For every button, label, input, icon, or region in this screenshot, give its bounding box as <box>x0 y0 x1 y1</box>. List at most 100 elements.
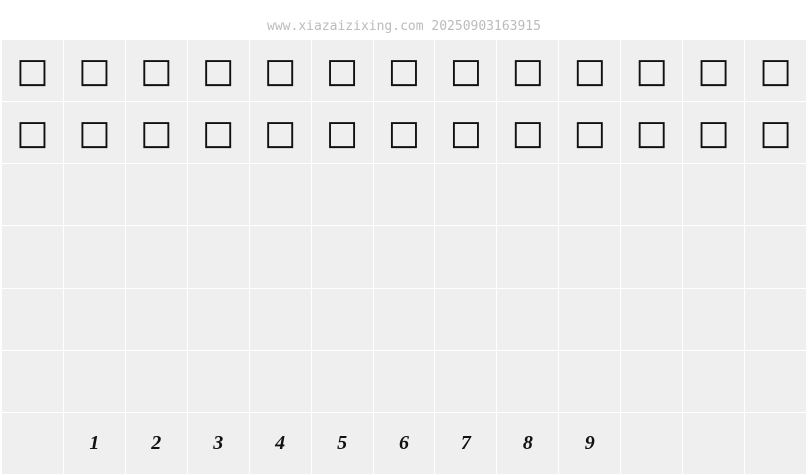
glyph: □ <box>387 112 421 153</box>
grid-cell <box>249 350 311 412</box>
grid-cell: □ <box>373 102 435 164</box>
glyph: □ <box>573 50 606 91</box>
grid-cell: □ <box>497 40 559 102</box>
grid-cell <box>311 350 373 412</box>
grid-cell <box>745 164 806 226</box>
grid-cell: 4 <box>249 412 311 474</box>
grid-cell <box>373 226 435 288</box>
grid-cell <box>745 350 806 412</box>
grid-cell <box>249 164 311 226</box>
grid-cell <box>63 350 125 412</box>
grid-cell <box>497 288 559 350</box>
grid-cell: □ <box>497 102 559 164</box>
grid-cell: □ <box>745 40 806 102</box>
glyph: □ <box>264 50 297 91</box>
glyph: □ <box>326 112 359 153</box>
grid-cell: □ <box>187 102 249 164</box>
glyph-grid: □ □ □ □ □ □ □ □ □ □ □ □ □ □ □ □ □ □ □ □ □ □ □ □ □ □ 1 2 3 4 5 6 7 8 9 <box>2 40 806 474</box>
glyph: □ <box>202 112 235 153</box>
grid-cell <box>187 288 249 350</box>
grid-cell <box>63 226 125 288</box>
glyph: □ <box>511 112 544 153</box>
grid-cell <box>621 350 683 412</box>
grid-cell: 2 <box>125 412 187 474</box>
grid-cell <box>2 164 63 226</box>
grid-cell: □ <box>559 102 621 164</box>
glyph: 7 <box>460 431 471 454</box>
grid-cell <box>311 164 373 226</box>
grid-cell <box>559 226 621 288</box>
glyph: 1 <box>89 431 100 454</box>
grid-cell <box>311 288 373 350</box>
grid-cell <box>683 412 745 474</box>
grid-cell <box>125 226 187 288</box>
grid-cell: □ <box>125 102 187 164</box>
grid-cell <box>435 164 497 226</box>
grid-cell: 1 <box>63 412 125 474</box>
glyph: □ <box>511 50 544 91</box>
glyph: □ <box>635 50 668 91</box>
grid-cell <box>683 350 745 412</box>
grid-cell <box>497 226 559 288</box>
glyph: 9 <box>584 431 595 454</box>
glyph: □ <box>78 112 111 153</box>
glyph: □ <box>697 50 730 91</box>
grid-cell: □ <box>2 40 63 102</box>
grid-cell <box>187 164 249 226</box>
grid-cell <box>621 226 683 288</box>
grid-cell <box>249 288 311 350</box>
glyph: 2 <box>151 431 162 454</box>
glyph: □ <box>449 112 482 153</box>
grid-cell <box>497 350 559 412</box>
glyph: □ <box>140 50 173 91</box>
glyph: □ <box>449 50 482 91</box>
grid-cell: 3 <box>187 412 249 474</box>
grid-cell <box>559 350 621 412</box>
grid-cell <box>435 226 497 288</box>
grid-cell: □ <box>435 102 497 164</box>
grid-cell: □ <box>187 40 249 102</box>
grid-cell: □ <box>249 102 311 164</box>
grid-cell <box>249 226 311 288</box>
grid-cell: 5 <box>311 412 373 474</box>
glyph: □ <box>697 112 730 153</box>
grid-cell <box>373 350 435 412</box>
grid-cell <box>683 288 745 350</box>
grid-cell: 6 <box>373 412 435 474</box>
header-title: www.xiazaizixing.com 20250903163915 <box>267 19 541 34</box>
grid-cell <box>187 350 249 412</box>
grid-cell <box>125 164 187 226</box>
glyph: 3 <box>213 431 224 454</box>
grid-cell: 7 <box>435 412 497 474</box>
glyph: □ <box>759 112 792 153</box>
glyph: □ <box>326 50 359 91</box>
grid-cell: 8 <box>497 412 559 474</box>
grid-cell: 9 <box>559 412 621 474</box>
grid-cell <box>125 288 187 350</box>
grid-cell <box>125 350 187 412</box>
grid-cell <box>497 164 559 226</box>
grid-cell: □ <box>2 102 63 164</box>
grid-cell <box>2 412 63 474</box>
glyph: □ <box>140 112 173 153</box>
grid-cell <box>559 164 621 226</box>
grid-cell: □ <box>63 40 125 102</box>
glyph: 6 <box>398 431 409 454</box>
glyph: □ <box>759 50 792 91</box>
grid-cell <box>621 412 683 474</box>
grid-cell <box>745 226 806 288</box>
grid-cell <box>621 164 683 226</box>
grid-cell <box>745 288 806 350</box>
grid-cell <box>63 164 125 226</box>
grid-cell <box>373 288 435 350</box>
grid-cell: □ <box>435 40 497 102</box>
grid-cell <box>683 226 745 288</box>
grid-cell: □ <box>125 40 187 102</box>
glyph: 5 <box>337 431 348 454</box>
grid-cell <box>311 226 373 288</box>
glyph: □ <box>202 50 235 91</box>
grid-cell: □ <box>559 40 621 102</box>
grid-cell <box>2 288 63 350</box>
grid-cell <box>435 350 497 412</box>
